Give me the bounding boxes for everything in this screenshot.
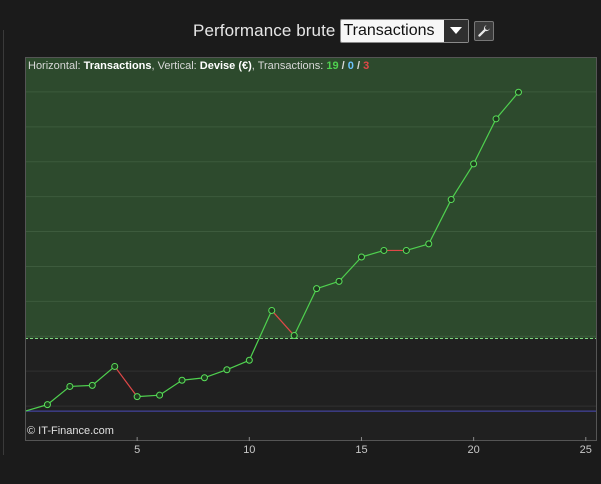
equity-segment (361, 249, 385, 258)
data-point (425, 240, 433, 248)
equity-segment (293, 288, 318, 336)
equity-segment (316, 280, 340, 290)
equity-segment (47, 385, 71, 406)
data-point (357, 253, 365, 261)
settings-button[interactable] (473, 21, 494, 41)
equity-segment (137, 394, 160, 398)
data-point (335, 277, 343, 285)
info-separator: / (339, 60, 348, 72)
equity-segment (248, 310, 273, 361)
data-point (43, 401, 51, 409)
data-point (268, 306, 276, 314)
data-point (88, 381, 96, 389)
data-point (245, 356, 253, 364)
data-point (402, 246, 410, 254)
data-point (313, 285, 321, 293)
data-points (43, 88, 522, 409)
equity-segment (159, 379, 183, 396)
equity-segment (69, 384, 93, 388)
losing-count: 3 (363, 60, 369, 72)
left-border (3, 30, 4, 455)
copyright-credit: © IT-Finance.com (27, 425, 114, 437)
data-point (447, 196, 455, 204)
equity-segment (91, 365, 116, 386)
neutral-count: 0 (348, 60, 354, 72)
wrench-icon (477, 25, 490, 37)
data-point (492, 115, 500, 123)
x-tick-label: 15 (355, 444, 367, 456)
info-line: Horizontal: Transactions, Vertical: Devi… (28, 60, 369, 72)
data-point (380, 246, 388, 254)
equity-segment (495, 91, 519, 120)
equity-segment (204, 369, 228, 379)
data-point (66, 382, 74, 390)
info-vertical-value: Devise (€) (200, 60, 252, 72)
plot-border (25, 57, 597, 441)
chevron-down-icon[interactable] (443, 20, 468, 42)
equity-segment (450, 163, 475, 200)
equity-segment (114, 366, 138, 397)
data-point (470, 160, 478, 168)
data-point (178, 376, 186, 384)
equity-segment (24, 404, 48, 412)
data-point (514, 88, 522, 96)
equity-segment (406, 243, 429, 252)
chart-header: Performance brute Transactions (193, 18, 494, 44)
data-point (290, 332, 298, 340)
equity-segment (473, 118, 497, 165)
info-horizontal-value: Transactions (84, 60, 152, 72)
data-point (156, 391, 164, 399)
x-tick-label: 5 (134, 444, 140, 456)
info-transactions-label: , Transactions: (252, 60, 327, 72)
data-point (223, 366, 231, 374)
info-horizontal-label: Horizontal: (28, 60, 84, 72)
info-separator: / (354, 60, 363, 72)
equity-segment (181, 377, 205, 381)
data-point (133, 393, 141, 401)
mode-select-value: Transactions (343, 22, 435, 39)
equity-segment (338, 256, 362, 282)
x-tick-label: 25 (580, 444, 592, 456)
equity-line (24, 91, 519, 412)
equity-segment (271, 310, 295, 336)
x-tick-label: 20 (468, 444, 480, 456)
equity-segment (428, 199, 452, 245)
x-axis: 5 10 15 20 25 (134, 437, 592, 456)
header-title: Performance brute (193, 21, 336, 40)
info-vertical-label: , Vertical: (152, 60, 200, 72)
winning-count: 19 (326, 60, 338, 72)
grid-lines (25, 91, 597, 407)
data-point (200, 374, 208, 382)
x-tick-label: 10 (243, 444, 255, 456)
positive-zone (25, 57, 597, 339)
mode-select[interactable]: Transactions (339, 19, 469, 43)
equity-segment (226, 359, 250, 371)
data-point (111, 362, 119, 370)
